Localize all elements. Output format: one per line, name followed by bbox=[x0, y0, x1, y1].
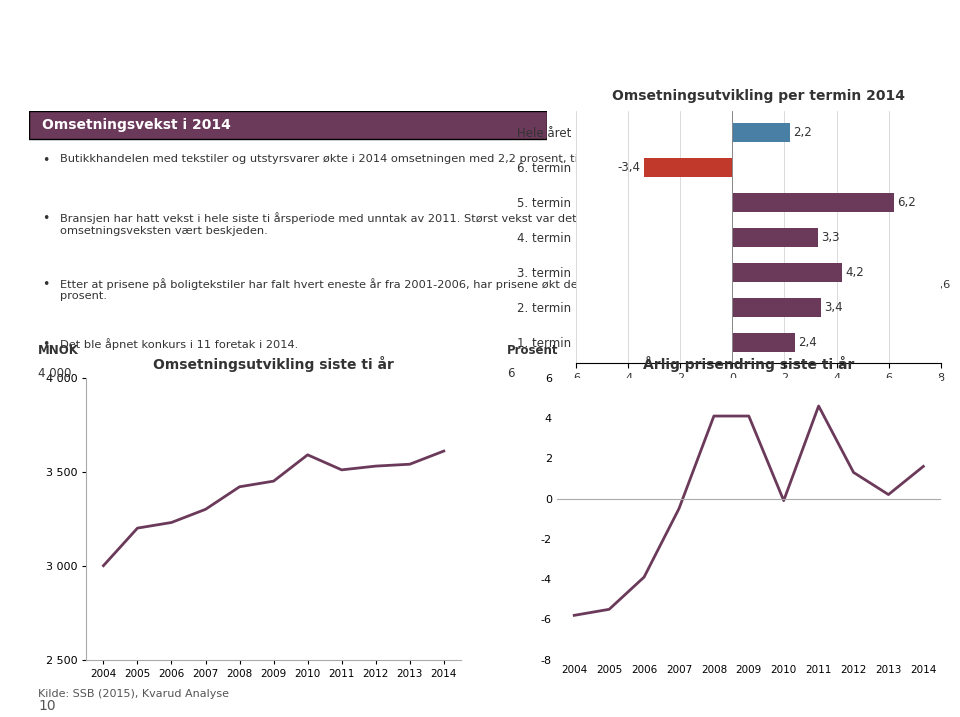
Text: 3,3: 3,3 bbox=[822, 231, 840, 244]
Text: 4,2: 4,2 bbox=[845, 266, 864, 279]
Text: 6: 6 bbox=[507, 366, 515, 379]
Text: 10: 10 bbox=[38, 699, 56, 713]
Bar bbox=[732, 333, 795, 352]
Bar bbox=[644, 158, 732, 177]
Text: - Boligtekstiler: - Boligtekstiler bbox=[29, 53, 284, 82]
Text: Kilde: SSB (2015), Kvarud Analyse: Kilde: SSB (2015), Kvarud Analyse bbox=[38, 689, 229, 699]
Title: Årlig prisendring siste ti år: Årlig prisendring siste ti år bbox=[643, 356, 854, 372]
Text: •: • bbox=[42, 338, 49, 351]
Bar bbox=[732, 123, 790, 142]
Text: 3,4: 3,4 bbox=[824, 301, 843, 314]
Text: Omsetningsvekst i 2014: Omsetningsvekst i 2014 bbox=[42, 118, 230, 132]
Text: 2,2: 2,2 bbox=[793, 125, 811, 138]
Title: Omsetningsutvikling siste ti år: Omsetningsutvikling siste ti år bbox=[154, 356, 394, 372]
Text: Butikkhandelen med tekstiler og utstyrsvarer økte i 2014 omsetningen med 2,2 pro: Butikkhandelen med tekstiler og utstyrsv… bbox=[60, 154, 756, 164]
Text: 6,2: 6,2 bbox=[897, 196, 916, 209]
Text: •: • bbox=[42, 154, 49, 167]
Bar bbox=[732, 262, 842, 282]
Bar bbox=[732, 298, 821, 317]
Bar bbox=[732, 193, 894, 212]
Text: •: • bbox=[42, 277, 49, 290]
Text: 2,4: 2,4 bbox=[798, 336, 817, 349]
Bar bbox=[732, 228, 818, 247]
Text: MNOK: MNOK bbox=[37, 344, 79, 357]
Text: •: • bbox=[42, 212, 49, 225]
Text: Det ble åpnet konkurs i 11 foretak i 2014.: Det ble åpnet konkurs i 11 foretak i 201… bbox=[60, 338, 299, 350]
Text: Etter at prisene på boligtekstiler har falt hvert eneste år fra 2001-2006, har p: Etter at prisene på boligtekstiler har f… bbox=[60, 277, 950, 301]
FancyBboxPatch shape bbox=[29, 111, 547, 139]
Title: Omsetningsutvikling per termin 2014: Omsetningsutvikling per termin 2014 bbox=[612, 89, 905, 103]
Text: Bransjen har hatt vekst i hele siste ti årsperiode med unntak av 2011. Størst ve: Bransjen har hatt vekst i hele siste ti … bbox=[60, 212, 869, 236]
Text: -3,4: -3,4 bbox=[617, 161, 640, 174]
Text: 4 000: 4 000 bbox=[37, 366, 71, 379]
Text: Prosent: Prosent bbox=[507, 344, 559, 357]
